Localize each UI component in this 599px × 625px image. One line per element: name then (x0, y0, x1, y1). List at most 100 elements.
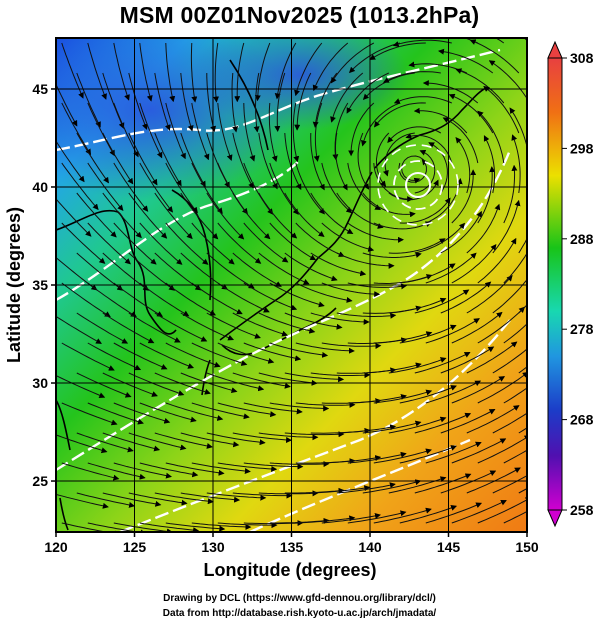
streamline (165, 42, 176, 103)
streamline (274, 72, 286, 132)
streamline (321, 282, 381, 298)
streamline (234, 42, 245, 103)
streamline (348, 102, 375, 157)
streamline (310, 312, 370, 325)
streamline (87, 102, 115, 157)
streamline (61, 462, 120, 481)
streamline (139, 222, 183, 265)
streamline (128, 132, 158, 186)
streamline (425, 441, 482, 464)
streamline (349, 42, 400, 74)
streamline (76, 372, 132, 398)
streamline (369, 42, 426, 61)
streamline (295, 222, 345, 257)
streamline (399, 445, 457, 464)
streamline (258, 490, 319, 497)
streamline (310, 372, 371, 379)
streamline (295, 342, 355, 354)
streamline (180, 312, 235, 341)
streamline (165, 102, 186, 160)
x-tick-label: 150 (515, 539, 539, 555)
streamline (284, 372, 345, 383)
streamline (347, 510, 407, 524)
streamline (477, 166, 496, 224)
streamline (401, 155, 427, 184)
colorbar-tick-label: 298 (570, 140, 594, 156)
streamline (373, 162, 414, 203)
credit-data: Data from http://database.rish.kyoto-u.a… (162, 608, 437, 619)
streamline (414, 412, 472, 434)
streamline (455, 137, 471, 194)
streamline (463, 38, 478, 44)
streamline (190, 42, 198, 103)
streamline (373, 221, 432, 230)
streamline (422, 80, 479, 104)
streamline (466, 405, 520, 434)
streamline (232, 192, 271, 240)
streamline (243, 462, 304, 470)
streamline (488, 60, 527, 100)
streamline (483, 135, 495, 194)
streamline (232, 492, 293, 499)
streamline (451, 311, 503, 344)
streamline (191, 522, 252, 530)
y-tick-label: 35 (32, 277, 48, 293)
streamline (399, 385, 457, 404)
y-tick-label: 25 (32, 473, 48, 489)
streamline (191, 462, 251, 475)
streamline (191, 342, 248, 366)
streamline (336, 192, 384, 229)
streamline (362, 252, 422, 258)
streamline (154, 432, 213, 449)
x-tick-label: 145 (437, 539, 461, 555)
streamline (258, 192, 298, 239)
streamline (191, 102, 210, 161)
streamline (518, 304, 527, 314)
streamline (477, 497, 527, 524)
streamline (425, 502, 483, 524)
streamline (206, 432, 266, 446)
streamline (232, 312, 289, 337)
streamline (76, 492, 136, 508)
streamline (492, 348, 527, 374)
streamline (128, 492, 188, 506)
map-plot-area (56, 38, 527, 532)
streamline (284, 312, 343, 330)
streamline (139, 402, 197, 423)
streamline (321, 162, 353, 214)
streamline (483, 85, 520, 134)
streamline (357, 132, 370, 190)
streamline (61, 342, 115, 371)
streamline (399, 197, 451, 224)
streamline (294, 42, 323, 97)
streamline (232, 432, 293, 443)
streamline (258, 132, 278, 190)
streamline (165, 462, 225, 476)
streamline (477, 435, 527, 464)
x-tick-label: 125 (123, 539, 147, 555)
streamline (102, 132, 134, 185)
colorbar-tick-label: 258 (570, 502, 594, 518)
streamline (165, 522, 226, 532)
streamline (243, 342, 302, 362)
streamline (335, 132, 348, 191)
streamline (295, 515, 356, 524)
streamline (492, 199, 521, 254)
streamline (284, 192, 325, 238)
streamline (128, 312, 181, 343)
x-tick-label: 135 (280, 539, 304, 555)
streamline (373, 331, 433, 344)
streamline (425, 252, 477, 284)
streamline (87, 462, 146, 480)
streamline (414, 473, 472, 494)
streamline (492, 278, 527, 314)
streamline (330, 42, 375, 84)
streamline (139, 42, 153, 102)
streamline (376, 132, 390, 187)
streamline (388, 416, 447, 434)
colorbar-tick-label: 278 (570, 321, 594, 337)
streamline (180, 192, 219, 240)
streamline (477, 306, 526, 344)
y-tick-label: 45 (32, 81, 48, 97)
streamline (206, 73, 217, 133)
